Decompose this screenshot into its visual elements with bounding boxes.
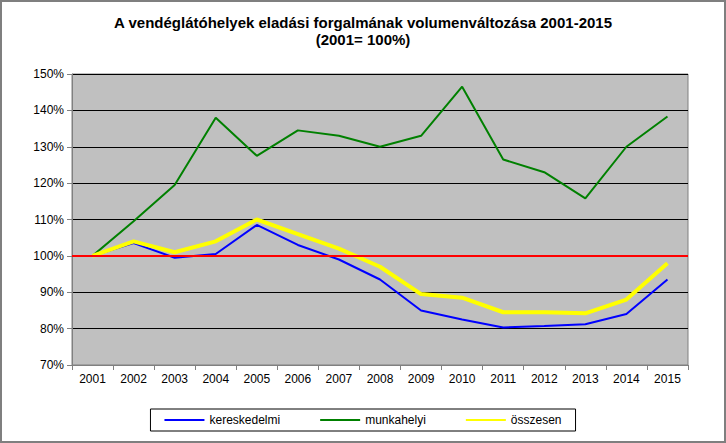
svg-text:2005: 2005 xyxy=(243,372,270,386)
svg-text:150%: 150% xyxy=(33,67,64,81)
svg-text:összesen: összesen xyxy=(511,413,562,427)
svg-text:2011: 2011 xyxy=(490,372,516,386)
svg-text:2013: 2013 xyxy=(572,372,599,386)
svg-text:2003: 2003 xyxy=(161,372,188,386)
svg-text:2008: 2008 xyxy=(367,372,394,386)
svg-text:kereskedelmi: kereskedelmi xyxy=(209,413,280,427)
svg-text:2006: 2006 xyxy=(285,372,312,386)
svg-text:140%: 140% xyxy=(33,103,64,117)
svg-text:80%: 80% xyxy=(40,322,64,336)
svg-text:2007: 2007 xyxy=(326,372,353,386)
svg-text:(2001= 100%): (2001= 100%) xyxy=(316,31,411,48)
svg-text:munkahelyi: munkahelyi xyxy=(365,413,426,427)
svg-text:110%: 110% xyxy=(34,213,64,227)
svg-text:2010: 2010 xyxy=(449,372,476,386)
svg-text:2009: 2009 xyxy=(408,372,435,386)
svg-text:2015: 2015 xyxy=(654,372,681,386)
svg-text:2002: 2002 xyxy=(120,372,147,386)
svg-text:2001: 2001 xyxy=(79,372,106,386)
svg-text:70%: 70% xyxy=(40,358,64,372)
svg-text:2012: 2012 xyxy=(531,372,558,386)
svg-text:130%: 130% xyxy=(33,140,64,154)
svg-text:90%: 90% xyxy=(40,285,64,299)
svg-text:2004: 2004 xyxy=(202,372,229,386)
svg-text:A vendéglátóhelyek eladási for: A vendéglátóhelyek eladási forgalmának v… xyxy=(114,14,612,31)
svg-text:120%: 120% xyxy=(33,176,64,190)
svg-text:2014: 2014 xyxy=(613,372,640,386)
svg-text:100%: 100% xyxy=(33,249,64,263)
